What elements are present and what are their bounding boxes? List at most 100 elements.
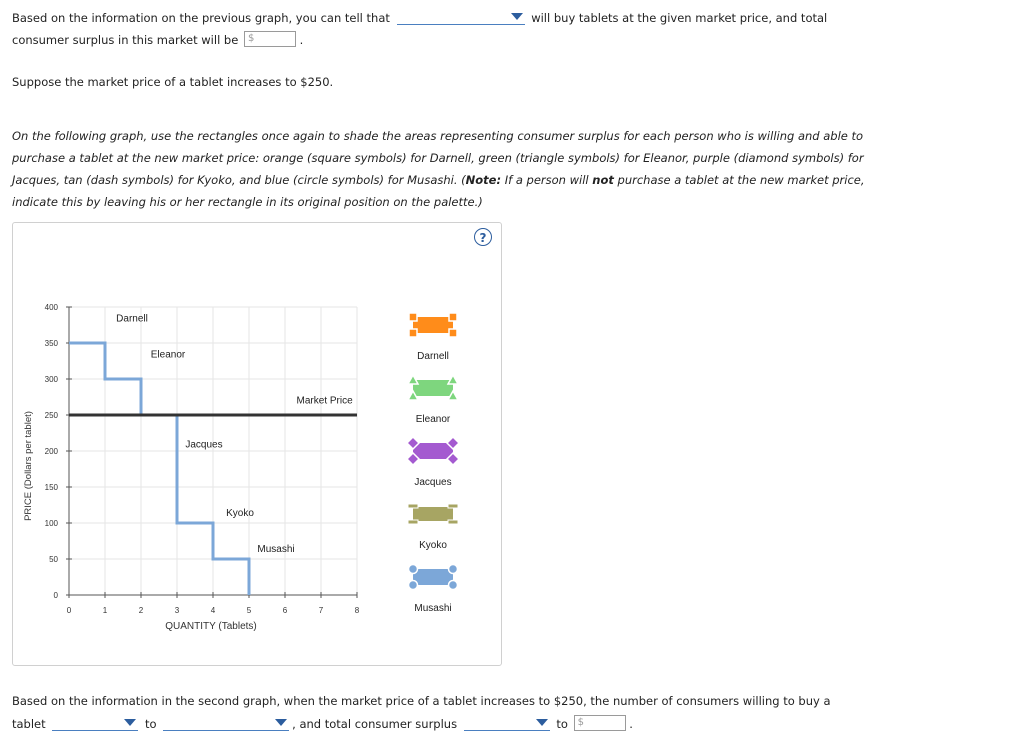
triangle-symbol (406, 389, 420, 401)
square-symbol (448, 328, 458, 338)
x-tick-label: 1 (103, 606, 108, 615)
x-axis-label: QUANTITY (Tablets) (165, 621, 257, 632)
q1-text-a: Based on the information on the previous… (12, 11, 390, 25)
diamond-symbol (405, 435, 421, 451)
palette-rect-jacques (413, 443, 453, 459)
chart-label-market-price: Market Price (297, 395, 354, 406)
x-tick-label: 2 (139, 606, 144, 615)
x-tick-label: 5 (247, 606, 252, 615)
x-tick-label: 4 (211, 606, 216, 615)
diamond-symbol (445, 451, 461, 467)
chevron-down-icon (275, 719, 288, 726)
instructions-line-3a: Jacques, tan (dash symbols) for Kyoko, a… (12, 173, 466, 187)
q1-text-b: will buy tablets at the given market pri… (531, 11, 828, 25)
q3-line-1: Based on the information in the second g… (12, 694, 831, 708)
q3-line-2: tablet to , and total consumer surplus t… (12, 715, 633, 731)
instructions-line-3: Jacques, tan (dash symbols) for Kyoko, a… (12, 173, 865, 187)
q3-end: . (629, 717, 633, 731)
demand-steps (69, 341, 251, 595)
q3-text-c: , and total consumer surplus (292, 717, 458, 731)
chart-label-jacques: Jacques (185, 439, 222, 450)
consumer-surplus-input[interactable]: $ (243, 31, 296, 47)
instructions-line-2: purchase a tablet at the new market pric… (12, 151, 864, 165)
dash-symbol (407, 519, 419, 525)
palette: Darnell Eleanor Jacques Kyoko Musashi (405, 312, 461, 615)
dollar-sign: $ (577, 717, 584, 728)
q3-text-b: tablet (12, 717, 46, 731)
chart-label-kyoko: Kyoko (226, 508, 254, 519)
chevron-down-icon (510, 13, 523, 20)
triangle-symbol (446, 373, 460, 385)
palette-label: Musashi (414, 603, 451, 614)
q3-to-1: to (144, 717, 157, 731)
circle-symbol (407, 563, 419, 575)
chart-labels: Darnell Eleanor Jacques Kyoko Musashi Market … (116, 313, 353, 554)
instructions-line-3b: If a person will (501, 173, 593, 187)
dash-symbol (407, 503, 419, 509)
y-tick-label: 350 (45, 339, 59, 348)
chart-axes: 0 1 2 3 4 5 6 7 8 0 50 100 150 200 250 300 350 400 QUANTIT… (23, 303, 360, 632)
palette-item-eleanor[interactable]: Eleanor (406, 373, 460, 425)
note-label: Note: (465, 173, 502, 187)
palette-rect-kyoko (413, 507, 453, 521)
y-tick-label: 200 (45, 447, 59, 456)
triangle-symbol (406, 373, 420, 385)
palette-item-kyoko[interactable]: Kyoko (407, 503, 459, 551)
diamond-symbol (445, 435, 461, 451)
question-1-line-2: consumer surplus in this market will be … (12, 31, 303, 47)
new-surplus-input[interactable]: $ (573, 715, 626, 731)
price-increase-text: Suppose the market price of a tablet inc… (12, 75, 334, 89)
square-symbol (448, 312, 458, 322)
consumer-count-from-dropdown[interactable] (52, 716, 139, 731)
square-symbol (408, 312, 418, 322)
dash-symbol (447, 503, 459, 509)
y-tick-label: 300 (45, 375, 59, 384)
demand-curve (69, 341, 251, 595)
consumer-count-to-dropdown[interactable] (163, 716, 290, 731)
y-axis-label: PRICE (Dollars per tablet) (23, 411, 34, 521)
chart-label-darnell: Darnell (116, 313, 148, 324)
palette-item-darnell[interactable]: Darnell (408, 312, 458, 362)
x-tick-label: 0 (67, 606, 72, 615)
instructions-line-3c: purchase a tablet at the new market pric… (613, 173, 865, 187)
question-1-line-1: Based on the information on the previous… (12, 10, 827, 25)
x-tick-label: 7 (319, 606, 324, 615)
dollar-sign: $ (247, 33, 255, 44)
y-tick-label: 0 (54, 591, 59, 600)
palette-item-jacques[interactable]: Jacques (405, 435, 461, 488)
chart-label-eleanor: Eleanor (151, 349, 186, 360)
x-tick-label: 6 (283, 606, 288, 615)
q1-end: . (299, 33, 304, 47)
triangle-symbol (446, 389, 460, 401)
y-tick-label: 150 (45, 483, 59, 492)
help-icon[interactable]: ? (474, 228, 492, 246)
palette-rect-darnell (413, 317, 453, 333)
palette-label: Jacques (414, 477, 451, 488)
y-tick-label: 400 (45, 303, 59, 312)
dash-symbol (447, 519, 459, 525)
square-symbol (408, 328, 418, 338)
buyers-dropdown[interactable] (396, 10, 525, 25)
y-tick-label: 100 (45, 519, 59, 528)
circle-symbol (447, 579, 459, 591)
chart-label-musashi: Musashi (257, 544, 294, 555)
palette-label: Eleanor (416, 414, 451, 425)
instructions-line-1: On the following graph, use the rectangl… (12, 129, 864, 143)
surplus-change-dropdown[interactable] (463, 716, 550, 731)
circle-symbol (407, 579, 419, 591)
palette-item-musashi[interactable]: Musashi (407, 563, 459, 615)
palette-label: Kyoko (419, 540, 447, 551)
circle-symbol (447, 563, 459, 575)
y-tick-label: 250 (45, 411, 59, 420)
palette-rect-eleanor (413, 380, 453, 396)
not-emphasis: not (592, 173, 614, 187)
y-tick-label: 50 (49, 555, 58, 564)
palette-label: Darnell (417, 351, 449, 362)
instructions-line-4: indicate this by leaving his or her rect… (12, 195, 483, 209)
x-tick-label: 3 (175, 606, 180, 615)
q3-to-2: to (556, 717, 568, 731)
palette-rect-musashi (413, 569, 453, 585)
chevron-down-icon (124, 719, 137, 726)
q1-text-c: consumer surplus in this market will be (12, 33, 239, 47)
